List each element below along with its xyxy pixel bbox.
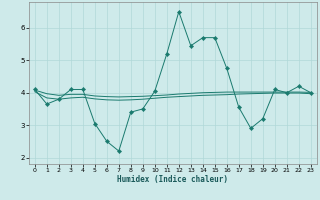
X-axis label: Humidex (Indice chaleur): Humidex (Indice chaleur): [117, 175, 228, 184]
